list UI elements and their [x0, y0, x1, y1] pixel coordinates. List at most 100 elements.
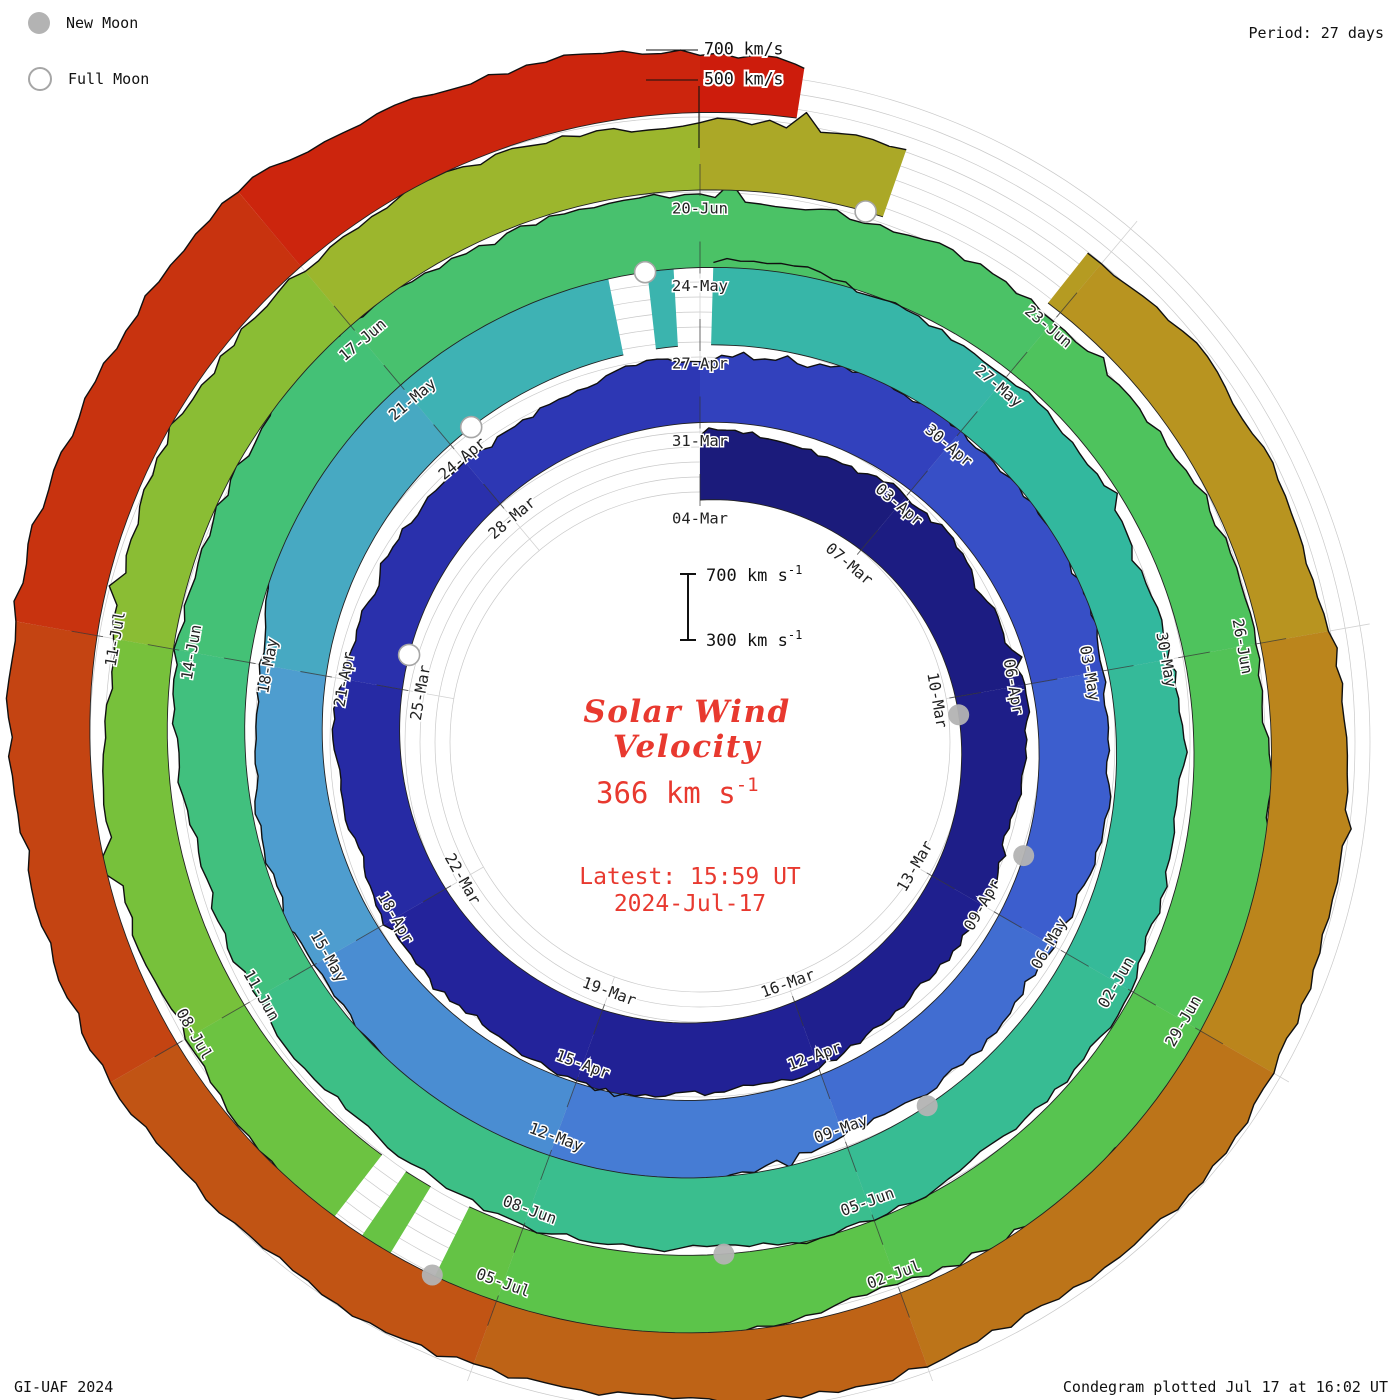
date-tick [483, 483, 505, 509]
velocity-band-segment [254, 664, 379, 965]
velocity-band-segment [1048, 253, 1102, 313]
new-moon-marker [948, 704, 970, 726]
velocity-band-segment [14, 192, 301, 636]
date-tick [818, 1068, 831, 1100]
velocity-band-segment [6, 621, 178, 1083]
velocity-band-segment [874, 992, 1203, 1285]
date-tick [154, 1040, 183, 1058]
date-tick [1056, 292, 1078, 318]
inner-scale-label-300: 300 km s-1 [706, 628, 802, 651]
velocity-band-segment [464, 359, 700, 504]
spiral-baseline [166, 189, 884, 1156]
moon-legend: New Moon Full Moon [28, 10, 149, 122]
new-moon-marker [421, 1264, 443, 1286]
date-tick [792, 995, 804, 1027]
date-label: 27-Apr [672, 355, 728, 373]
new-moon-marker [713, 1243, 735, 1265]
period-label: Period: 27 days [1248, 24, 1384, 42]
center-title-line1: Solar Wind [583, 694, 790, 730]
velocity-band-segment [172, 649, 312, 998]
velocity-band-segment [109, 271, 351, 650]
date-tick [898, 1287, 910, 1318]
date-tick [1101, 665, 1134, 672]
velocity-band-segment [546, 1074, 844, 1187]
date-tick [593, 1004, 606, 1035]
date-tick [993, 911, 1022, 929]
velocity-band-segment [1133, 644, 1272, 1033]
velocity-band-segment [524, 1147, 875, 1252]
date-tick [383, 364, 405, 390]
velocity-band-segment [700, 112, 907, 217]
new-moon-marker [916, 1095, 938, 1117]
date-label: 19-Mar [580, 973, 639, 1009]
date-tick [1178, 651, 1210, 659]
velocity-band-segment [861, 496, 1025, 697]
velocity-band-segment [357, 1171, 431, 1257]
date-tick [1060, 950, 1089, 967]
outer-scale-label-500: 500 km/s [704, 70, 783, 89]
velocity-band-segment [847, 953, 1132, 1221]
velocity-band-segment [389, 272, 624, 445]
velocity-band-segment [473, 1293, 928, 1400]
velocity-band-segment [259, 371, 451, 677]
date-tick [956, 411, 978, 437]
velocity-band-segment [102, 638, 245, 1040]
credit-label: GI-UAF 2024 [14, 1378, 114, 1396]
date-tick [1194, 1027, 1224, 1045]
date-label: 04-Mar [672, 510, 728, 528]
center-current-value: 366 km s-1 [596, 774, 759, 810]
date-tick [376, 684, 409, 692]
plotted-label: Condegram plotted Jul 17 at 16:02 UT [1062, 1378, 1388, 1396]
date-tick [422, 885, 452, 903]
date-tick [906, 470, 928, 496]
velocity-trace [5, 49, 1352, 1400]
velocity-band-segment [931, 684, 1030, 905]
velocity-band-segment [700, 52, 805, 119]
date-tick [871, 1214, 884, 1245]
full-moon-marker [459, 415, 483, 439]
inner-scale-label-700: 700 km s-1 [706, 563, 802, 586]
velocity-band-segment [383, 888, 603, 1081]
velocity-band-segment [238, 50, 700, 267]
velocity-band-segment [305, 122, 700, 326]
center-latest-date: 2024-Jul-17 [614, 891, 766, 917]
velocity-band-segment [173, 322, 401, 663]
spiral-baseline [89, 112, 1272, 1334]
velocity-band-segment [1060, 263, 1329, 644]
velocity-band-segment [257, 966, 550, 1226]
legend-full-moon-label: Full Moon [68, 70, 150, 88]
velocity-band-segment [342, 461, 501, 690]
velocity-band-segment [185, 1005, 382, 1223]
full-moon-marker [397, 643, 421, 667]
velocity-band-segment [576, 1001, 819, 1097]
full-moon-marker [854, 200, 877, 223]
date-tick [288, 962, 317, 980]
velocity-band-segment [821, 914, 1055, 1136]
date-tick [1025, 678, 1058, 686]
center-title-line2: Velocity [613, 729, 762, 765]
date-tick [926, 872, 955, 890]
velocity-band-segment [1066, 659, 1188, 991]
legend-new-moon: New Moon [28, 10, 149, 36]
date-tick [355, 924, 385, 941]
date-label: 20-Jun [672, 200, 728, 218]
date-tick [949, 692, 981, 699]
velocity-trace [102, 111, 907, 1224]
new-moon-icon [28, 12, 50, 34]
date-tick [540, 1149, 553, 1181]
velocity-band-segment [700, 352, 962, 491]
velocity-band-segment [900, 1030, 1274, 1367]
spiral-baseline [655, 345, 678, 350]
velocity-band-segment [1010, 321, 1256, 657]
velocity-band-segment [910, 429, 1103, 684]
date-tick [333, 305, 355, 331]
date-tick [566, 1076, 579, 1108]
velocity-band-segment [999, 671, 1111, 947]
center-latest-time: Latest: 15:59 UT [579, 864, 801, 890]
velocity-band-segment [1200, 631, 1352, 1074]
legend-full-moon: Full Moon [28, 66, 149, 92]
date-tick [71, 630, 104, 638]
velocity-band-segment [492, 1220, 898, 1341]
